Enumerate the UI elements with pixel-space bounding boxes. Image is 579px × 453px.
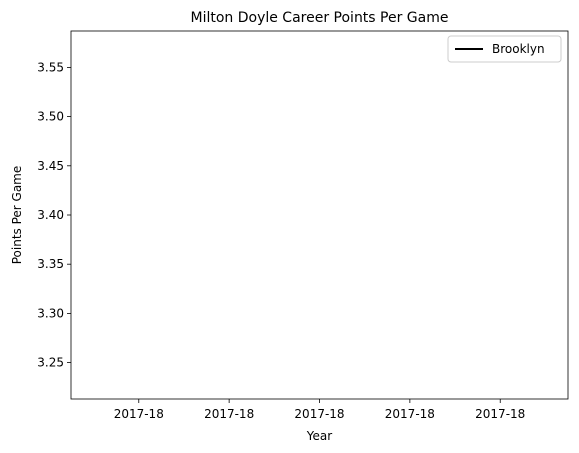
y-tick-label: 3.35 <box>37 257 64 271</box>
x-axis-ticks: 2017-18 2017-18 2017-18 2017-18 2017-18 <box>114 399 525 421</box>
x-tick-label: 2017-18 <box>114 407 164 421</box>
y-tick-label: 3.45 <box>37 159 64 173</box>
x-tick-label: 2017-18 <box>475 407 525 421</box>
y-tick-label: 3.25 <box>37 356 64 370</box>
legend-box <box>447 35 562 63</box>
y-tick-label: 3.30 <box>37 306 64 320</box>
y-tick-label: 3.50 <box>37 110 64 124</box>
plot-area <box>70 30 569 400</box>
y-axis-ticks: 3.25 3.30 3.35 3.40 3.45 3.50 3.55 <box>37 60 71 370</box>
x-tick-label: 2017-18 <box>385 407 435 421</box>
x-tick-label: 2017-18 <box>204 407 254 421</box>
x-tick-label: 2017-18 <box>294 407 344 421</box>
y-axis-label: Points Per Game <box>10 166 24 265</box>
chart-title: Milton Doyle Career Points Per Game <box>190 10 448 26</box>
legend: Brooklyn <box>447 35 562 63</box>
x-axis-label: Year <box>306 429 332 443</box>
y-tick-label: 3.40 <box>37 208 64 222</box>
y-tick-label: 3.55 <box>37 60 64 74</box>
legend-label-brooklyn: Brooklyn <box>492 42 545 56</box>
